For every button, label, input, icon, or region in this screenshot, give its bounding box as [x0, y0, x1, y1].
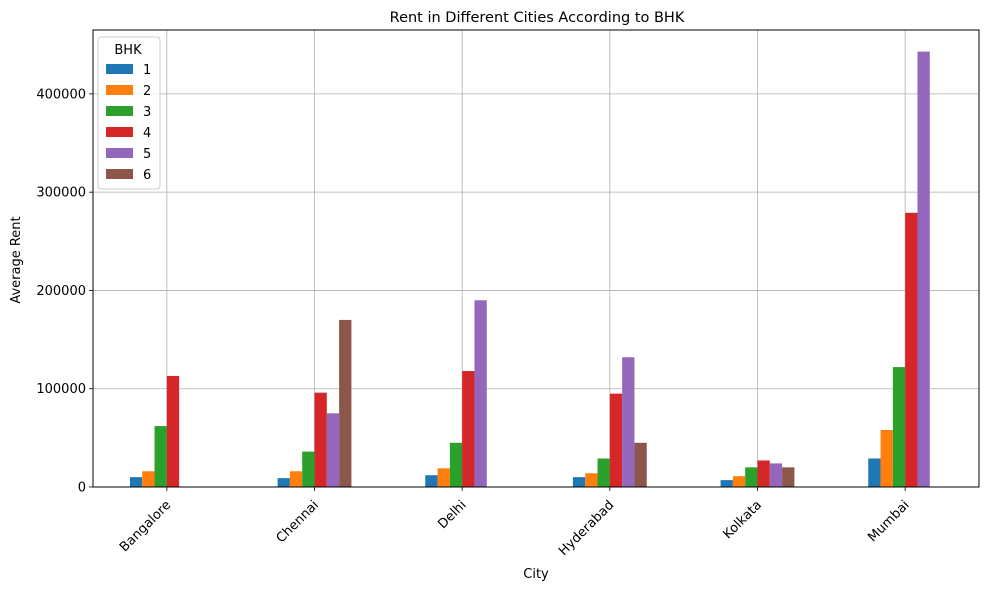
legend-label: 1: [143, 63, 151, 78]
chart-title: Rent in Different Cities According to BH…: [390, 10, 685, 26]
bar-bhk-5-hyderabad: [622, 357, 635, 487]
legend-label: 4: [143, 126, 151, 141]
legend-swatch: [106, 64, 133, 74]
y-tick-label: 400000: [36, 87, 86, 102]
bar-bhk-1-mumbai: [868, 458, 881, 487]
y-tick-label: 200000: [36, 284, 86, 299]
bar-bhk-2-chennai: [289, 471, 303, 487]
bar-bhk-4-bangalore: [166, 375, 180, 487]
x-tick-label: Delhi: [435, 498, 469, 532]
bar-bhk-5-mumbai: [917, 51, 930, 487]
legend-swatch: [106, 85, 133, 95]
legend-swatch: [106, 169, 133, 179]
bar-bhk-1-chennai: [277, 478, 290, 487]
x-axis: Bangalore Chennai Delhi Hyderabad Kolkata Mum…: [117, 487, 913, 559]
bar-bhk-5-delhi: [474, 300, 487, 487]
legend-label: 3: [143, 105, 151, 120]
legend-label: 2: [143, 84, 151, 99]
legend-label: 5: [143, 147, 151, 162]
bar-bhk-3-kolkata: [745, 467, 758, 487]
bar-bhk-2-kolkata: [732, 476, 746, 487]
bar-bhk-1-delhi: [425, 475, 438, 487]
bar-bhk-3-hyderabad: [597, 458, 610, 487]
legend-title: BHK: [114, 43, 142, 58]
legend-swatch: [106, 106, 133, 116]
x-tick-label: Kolkata: [721, 498, 765, 542]
bar-bhk-6-kolkata: [782, 467, 795, 487]
bar-bhk-3-mumbai: [892, 367, 906, 487]
bar-bhk-4-delhi: [462, 371, 475, 487]
bars: [129, 51, 930, 488]
y-tick-label: 100000: [36, 382, 86, 397]
bar-bhk-2-bangalore: [142, 471, 155, 487]
bar-bhk-4-chennai: [314, 392, 327, 487]
x-tick-label: Mumbai: [865, 498, 912, 545]
plot-frame: [92, 29, 980, 488]
bar-bhk-3-delhi: [449, 442, 463, 487]
x-tick-label: Hyderabad: [556, 498, 617, 559]
x-tick-label: Bangalore: [117, 498, 174, 555]
legend: BHK 1 2 3 4 5 6: [97, 36, 161, 190]
bar-bhk-4-kolkata: [757, 460, 770, 487]
legend-swatch: [106, 148, 133, 158]
y-axis: 0 100000 200000 300000 400000: [36, 87, 93, 496]
y-axis-label: Average Rent: [9, 216, 24, 303]
x-tick-label: Chennai: [274, 498, 322, 546]
legend-label: 6: [143, 168, 151, 183]
bar-bhk-1-bangalore: [129, 477, 143, 487]
bar-bhk-5-chennai: [326, 413, 340, 487]
y-tick-label: 0: [78, 481, 86, 496]
legend-items: 1 2 3 4 5 6: [106, 63, 151, 183]
bar-bhk-2-hyderabad: [585, 473, 598, 487]
y-tick-label: 300000: [36, 186, 86, 201]
bar-bhk-1-kolkata: [720, 480, 733, 487]
bar-bhk-2-mumbai: [880, 429, 893, 487]
bar-bhk-3-chennai: [302, 451, 315, 487]
bar-bhk-6-chennai: [339, 319, 352, 487]
bar-bhk-6-hyderabad: [634, 442, 647, 487]
bar-bhk-1-hyderabad: [572, 477, 586, 487]
bar-bhk-4-mumbai: [905, 212, 918, 488]
legend-swatch: [106, 127, 133, 137]
bar-bhk-3-bangalore: [154, 426, 167, 487]
bar-bhk-2-delhi: [437, 468, 450, 487]
gridlines: [93, 30, 979, 488]
x-axis-label: City: [523, 567, 549, 582]
bar-bhk-5-kolkata: [769, 463, 783, 487]
bar-bhk-4-hyderabad: [609, 393, 623, 487]
